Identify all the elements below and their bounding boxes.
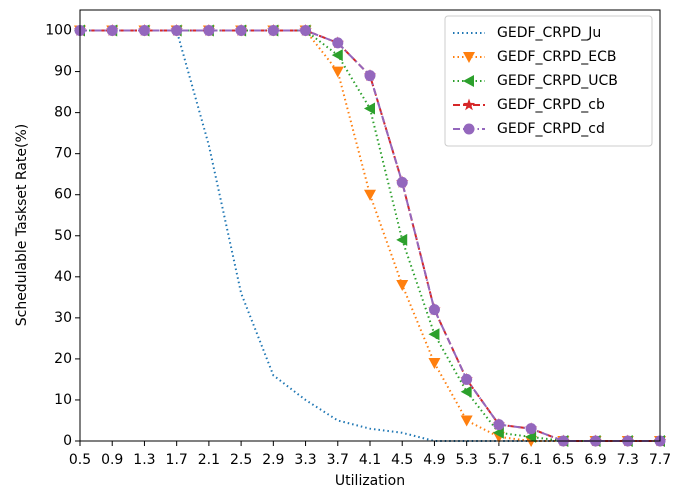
marker [364,102,375,115]
series-line [80,29,660,442]
y-tick-label: 90 [54,64,72,80]
marker [493,419,505,431]
y-tick-label: 20 [54,351,72,367]
x-tick-label: 6.9 [584,452,606,468]
y-tick-label: 70 [54,146,72,162]
x-tick-label: 6.1 [520,452,542,468]
y-tick-label: 10 [54,392,72,408]
marker [267,25,279,37]
marker [463,123,475,135]
marker [364,70,376,82]
y-tick-label: 30 [54,310,72,326]
legend-label: GEDF_CRPD_cd [497,121,605,137]
x-tick-label: 1.3 [133,452,155,468]
marker [396,176,408,188]
y-tick-label: 60 [54,187,72,203]
marker [396,280,409,292]
x-tick-label: 3.3 [294,452,316,468]
marker [331,49,343,62]
marker [428,328,440,341]
y-tick-label: 80 [54,105,72,121]
y-tick-label: 0 [63,433,72,449]
x-tick-label: 2.5 [230,452,252,468]
x-tick-label: 2.1 [198,452,220,468]
legend-label: GEDF_CRPD_ECB [497,49,616,65]
marker [460,385,472,398]
x-tick-label: 4.5 [391,452,413,468]
marker [106,25,118,37]
x-tick-label: 0.9 [101,452,123,468]
marker [525,423,537,435]
marker [462,98,476,111]
x-tick-label: 6.5 [552,452,574,468]
marker [460,415,473,427]
y-tick-label: 100 [45,23,72,39]
marker [428,358,441,370]
y-tick-label: 40 [54,269,72,285]
x-axis-label: Utilization [335,473,405,488]
marker [331,66,344,78]
x-tick-label: 7.3 [617,452,639,468]
marker [300,25,312,37]
marker [396,233,408,246]
marker [492,426,504,439]
y-tick-label: 50 [54,228,72,244]
x-tick-label: 5.3 [456,452,478,468]
x-tick-label: 1.7 [166,452,188,468]
marker [203,25,215,37]
plot-frame [79,9,661,442]
x-tick-label: 7.7 [649,452,671,468]
legend-box [444,15,653,147]
legend-label: GEDF_CRPD_UCB [497,73,618,89]
x-tick-label: 4.1 [359,452,381,468]
y-axis-label: Schedulable Taskset Rate(%) [14,124,30,327]
marker [364,189,376,201]
legend-label: GEDF_CRPD_Ju [497,25,601,41]
marker [525,430,537,443]
x-tick-label: 4.9 [423,452,445,468]
marker [235,25,247,37]
legend-label: GEDF_CRPD_cb [497,97,605,113]
marker [463,75,474,87]
marker [171,25,183,37]
x-tick-label: 2.9 [262,452,284,468]
x-tick-label: 3.7 [327,452,349,468]
marker [461,373,473,385]
x-tick-label: 5.7 [488,452,510,468]
x-tick-label: 0.5 [69,452,91,468]
marker [332,37,344,49]
marker [428,304,440,316]
marker [138,25,150,37]
marker [463,52,475,63]
